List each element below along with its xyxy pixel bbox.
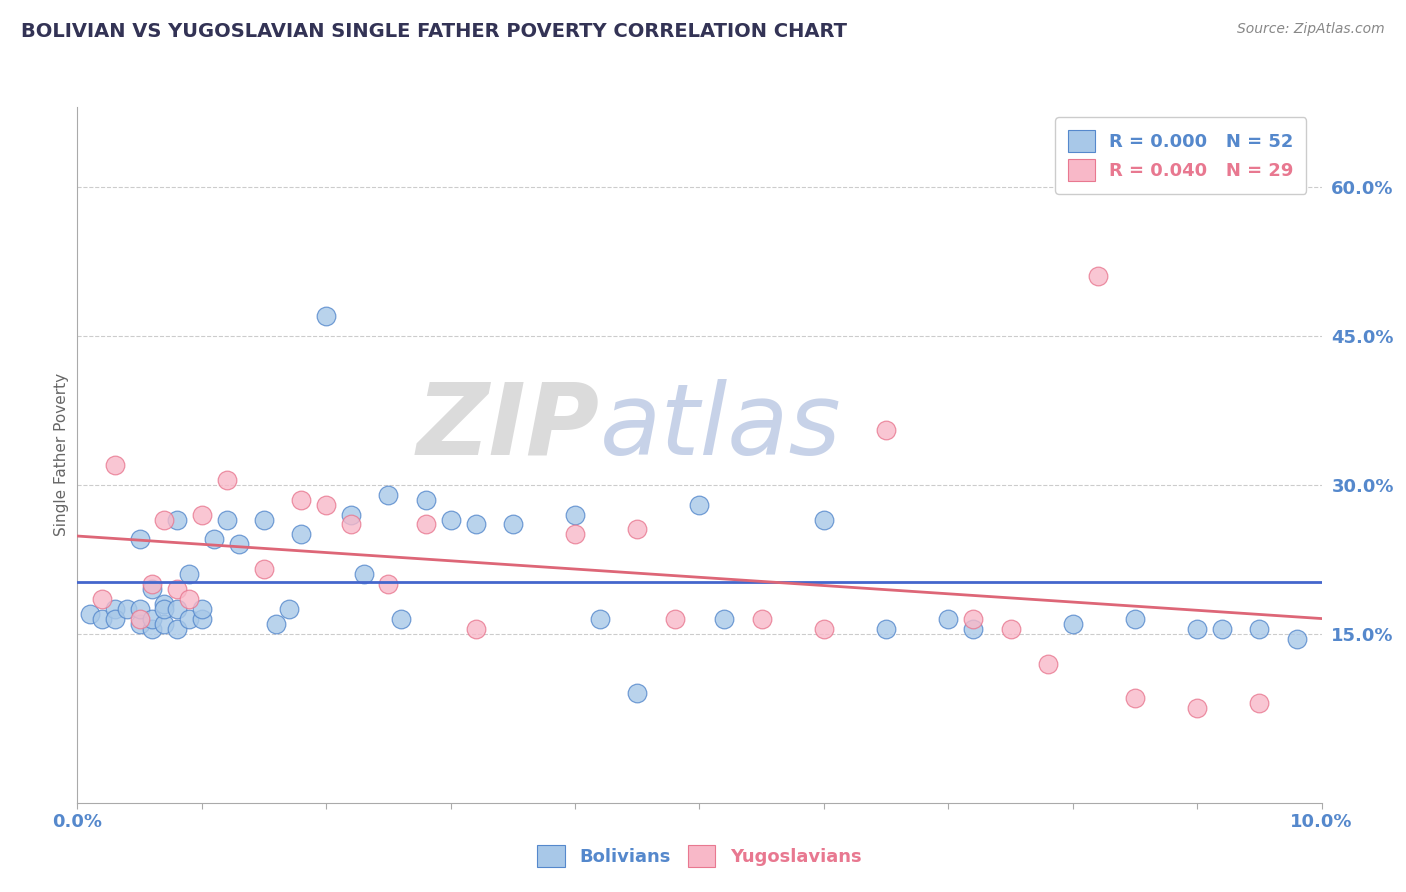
Point (191, 602, 214, 616)
Point (1187, 701, 1209, 715)
Point (1123, 612, 1146, 626)
Point (141, 577, 163, 591)
Point (875, 423, 897, 437)
Point (315, 498, 337, 512)
Point (91, 612, 114, 626)
Point (128, 612, 150, 626)
Point (315, 309, 337, 323)
Point (340, 517, 363, 532)
Text: BOLIVIAN VS YUGOSLAVIAN SINGLE FATHER POVERTY CORRELATION CHART: BOLIVIAN VS YUGOSLAVIAN SINGLE FATHER PO… (21, 22, 846, 41)
Point (104, 612, 127, 626)
Point (228, 537, 250, 551)
Point (1123, 691, 1146, 706)
Legend: Bolivians, Yugoslavians: Bolivians, Yugoslavians (530, 838, 869, 874)
Point (215, 512, 238, 526)
Point (166, 602, 188, 616)
Point (153, 602, 176, 616)
Point (1285, 632, 1308, 646)
Point (128, 616, 150, 631)
Point (191, 508, 214, 522)
Point (626, 686, 648, 700)
Point (202, 533, 225, 547)
Point (104, 602, 127, 616)
Text: Source: ZipAtlas.com: Source: ZipAtlas.com (1237, 22, 1385, 37)
Point (340, 508, 363, 522)
Point (104, 458, 127, 472)
Point (875, 622, 897, 636)
Point (1000, 622, 1022, 636)
Point (353, 567, 375, 582)
Point (713, 612, 735, 626)
Point (751, 612, 773, 626)
Point (440, 512, 463, 526)
Point (689, 498, 711, 512)
Point (141, 622, 163, 636)
Point (153, 512, 176, 526)
Point (502, 517, 524, 532)
Point (1036, 657, 1059, 671)
Point (1187, 622, 1209, 636)
Point (153, 616, 176, 631)
Point (564, 527, 586, 541)
Point (962, 622, 984, 636)
Point (1249, 622, 1271, 636)
Point (1211, 622, 1233, 636)
Point (266, 616, 288, 631)
Point (1249, 697, 1271, 711)
Point (166, 512, 188, 526)
Point (179, 612, 201, 626)
Point (564, 508, 586, 522)
Text: ZIP: ZIP (418, 378, 600, 475)
Point (166, 622, 188, 636)
Point (415, 517, 437, 532)
Point (377, 488, 399, 502)
Point (290, 527, 312, 541)
Point (215, 473, 238, 487)
Point (813, 622, 835, 636)
Point (141, 612, 163, 626)
Point (79, 607, 101, 621)
Point (938, 612, 960, 626)
Point (589, 612, 612, 626)
Point (253, 562, 276, 576)
Point (128, 602, 150, 616)
Point (153, 597, 176, 611)
Point (253, 512, 276, 526)
Point (179, 567, 201, 582)
Point (1062, 616, 1084, 631)
Point (191, 612, 214, 626)
Point (377, 577, 399, 591)
Point (464, 622, 486, 636)
Y-axis label: Single Father Poverty: Single Father Poverty (53, 374, 69, 536)
Point (813, 512, 835, 526)
Point (1087, 268, 1109, 283)
Point (464, 517, 486, 532)
Point (91, 592, 114, 607)
Point (626, 523, 648, 537)
Point (415, 492, 437, 507)
Point (389, 612, 412, 626)
Point (664, 612, 686, 626)
Point (128, 533, 150, 547)
Point (166, 582, 188, 596)
Text: atlas: atlas (600, 378, 842, 475)
Point (290, 492, 312, 507)
Point (141, 582, 163, 596)
Point (962, 612, 984, 626)
Point (179, 592, 201, 607)
Point (277, 602, 299, 616)
Point (115, 602, 138, 616)
